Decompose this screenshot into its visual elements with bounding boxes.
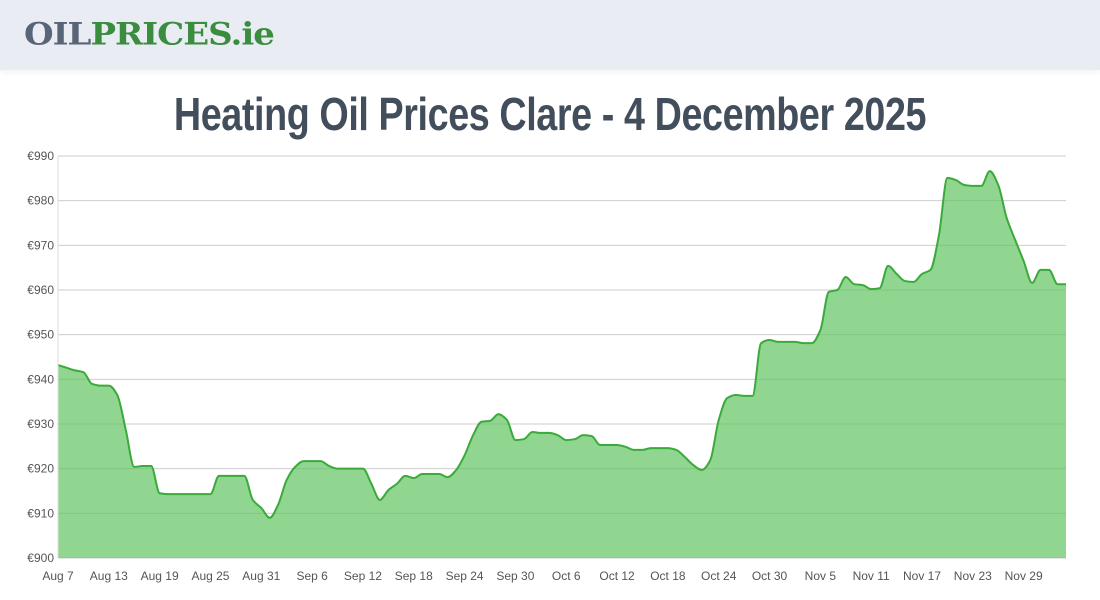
- x-tick-label: Oct 12: [599, 569, 635, 583]
- x-tick-label: Sep 24: [446, 569, 484, 583]
- x-tick-label: Sep 6: [296, 569, 328, 583]
- y-axis: €900 €910 €920 €930 €940 €950 €960 €970 €980 €990: [27, 149, 54, 565]
- site-logo[interactable]: OILPRICES.ie: [24, 16, 275, 53]
- logo-oil-text: OIL: [24, 16, 91, 53]
- x-tick-label: Oct 18: [650, 569, 686, 583]
- y-tick-label: €900: [27, 551, 54, 565]
- logo-prices-text: PRICES.ie: [90, 16, 274, 53]
- y-tick-label: €980: [27, 194, 54, 208]
- x-tick-label: Sep 18: [395, 569, 433, 583]
- x-tick-label: Nov 5: [805, 569, 837, 583]
- y-tick-label: €930: [27, 417, 54, 431]
- x-tick-label: Nov 11: [853, 569, 890, 583]
- x-tick-label: Oct 30: [752, 569, 788, 583]
- site-header: OILPRICES.ie: [0, 0, 1100, 70]
- x-tick-label: Aug 13: [90, 569, 128, 583]
- x-tick-label: Aug 31: [242, 569, 280, 583]
- x-tick-label: Aug 25: [191, 569, 229, 583]
- chart-gridlines-overlay: [58, 155, 1066, 559]
- x-tick-label: Sep 30: [496, 569, 534, 583]
- y-tick-label: €990: [27, 149, 54, 163]
- y-tick-label: €920: [27, 462, 54, 476]
- y-tick-label: €970: [27, 238, 54, 252]
- page-title: Heating Oil Prices Clare - 4 December 20…: [173, 88, 927, 140]
- x-tick-label: Nov 29: [1005, 569, 1043, 583]
- x-tick-label: Aug 7: [42, 569, 74, 583]
- y-tick-label: €910: [27, 506, 54, 520]
- y-tick-label: €960: [27, 283, 54, 297]
- y-tick-label: €950: [27, 328, 54, 342]
- x-axis: Aug 7 Aug 13 Aug 19 Aug 25 Aug 31 Sep 6 Sep 12…: [42, 569, 1043, 583]
- x-tick-label: Oct 6: [552, 569, 581, 583]
- price-area-fill: [58, 171, 1066, 559]
- x-tick-label: Nov 23: [954, 569, 992, 583]
- y-tick-label: €940: [27, 372, 54, 386]
- price-line: [57, 170, 1066, 519]
- x-tick-label: Sep 12: [344, 569, 382, 583]
- x-tick-label: Aug 19: [141, 569, 179, 583]
- x-tick-label: Oct 24: [701, 569, 737, 583]
- x-tick-label: Nov 17: [903, 569, 941, 583]
